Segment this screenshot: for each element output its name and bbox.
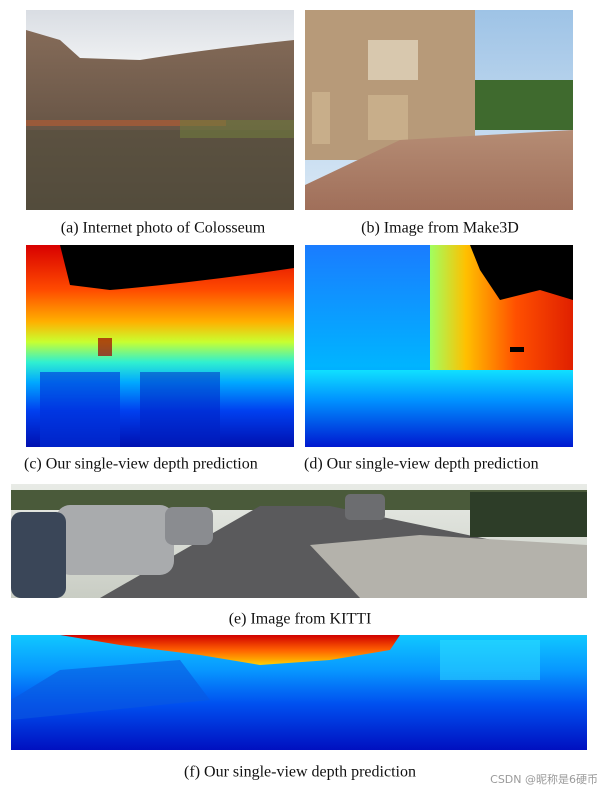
depth-ground [305,370,573,447]
photo-car [11,512,66,598]
photo-car [345,494,385,520]
caption: (e) Image from KITTI [229,611,372,628]
photo-kitti [11,484,587,598]
photo-car [56,505,174,575]
depth-cars [11,660,210,720]
depth-sky [60,245,294,290]
photo-sky [26,10,294,60]
photo-car [165,507,213,545]
photo-garage [312,92,330,144]
photo-balcony [368,40,418,80]
photo-make3d [305,10,573,210]
photo-walkway [26,120,226,126]
photo-sidewalk [310,535,587,598]
caption: (d) Our single-view depth prediction [304,456,539,473]
photo-pavement [305,130,573,210]
depth-far [60,635,400,665]
photo-grass [180,120,294,138]
photo-trees [475,80,573,130]
depth-detail [98,338,112,356]
depth-detail [40,372,120,447]
caption: (b) Image from Make3D [361,220,519,237]
caption: (c) Our single-view depth prediction [24,456,258,473]
depth-map-c [26,245,294,447]
photo-garage [368,95,408,140]
caption: (a) Internet photo of Colosseum [61,220,266,237]
watermark: CSDN @昵称是6硬币 [490,772,598,786]
photo-hedge [470,492,587,537]
depth-map-f [11,635,587,750]
caption: (f) Our single-view depth prediction [184,764,416,781]
depth-sky [470,245,573,300]
photo-colosseum [26,10,294,210]
depth-map-d [305,245,573,447]
photo-ruins [26,130,294,210]
depth-detail [440,640,540,680]
depth-detail [140,372,220,447]
depth-detail [510,347,524,352]
